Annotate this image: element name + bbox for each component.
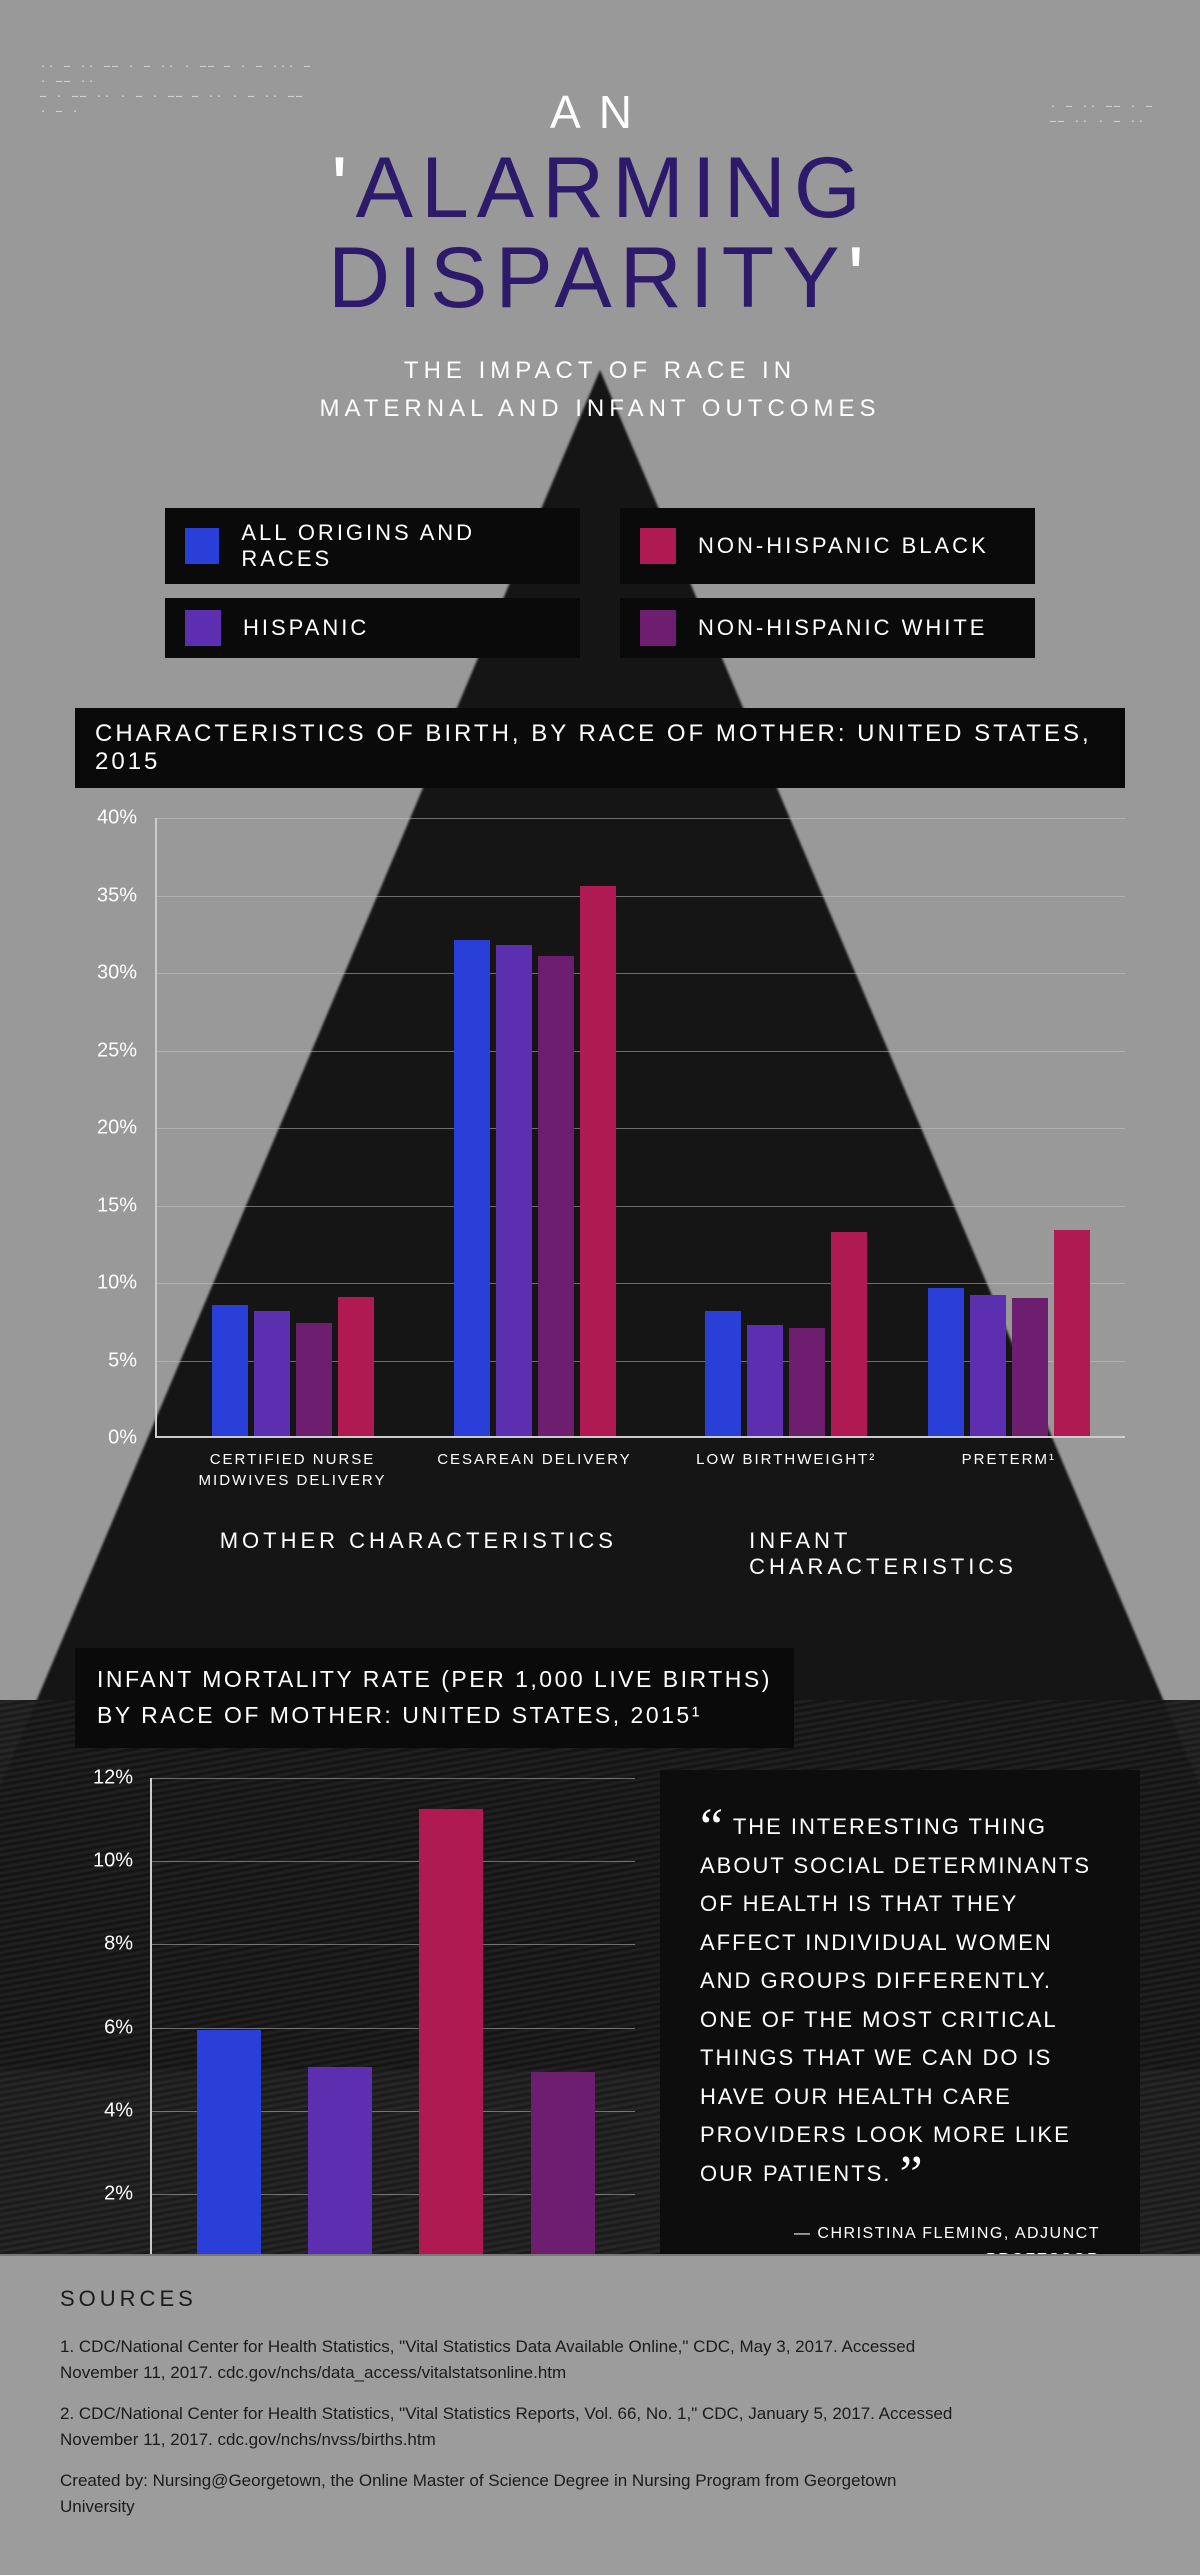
bar [338, 1297, 374, 1437]
legend-label: HISPANIC [243, 615, 369, 641]
y-tick-label: 5% [108, 1349, 137, 1372]
y-tick-label: 2% [104, 2183, 133, 2206]
bar-group [705, 1232, 867, 1437]
bar [831, 1232, 867, 1437]
sources-heading: SOURCES [60, 2286, 1140, 2312]
x-axis-label: CERTIFIED NURSEMIDWIVES DELIVERY [199, 1450, 387, 1491]
quote-open: ' [331, 140, 355, 236]
y-tick-label: 10% [97, 1272, 137, 1295]
bar [254, 1311, 290, 1437]
y-tick-label: 25% [97, 1039, 137, 1062]
header-title: 'ALARMINGDISPARITY' [0, 143, 1200, 324]
bar [705, 1311, 741, 1437]
legend-item: HISPANIC [165, 598, 580, 658]
header: AN 'ALARMINGDISPARITY' THE IMPACT OF RAC… [0, 0, 1200, 428]
legend-label: NON-HISPANIC BLACK [698, 533, 989, 559]
y-tick-label: 15% [97, 1194, 137, 1217]
y-tick-label: 20% [97, 1117, 137, 1140]
bar-group [928, 1230, 1090, 1436]
legend-item: ALL ORIGINS AND RACES [165, 508, 580, 584]
legend-swatch [185, 610, 221, 646]
sources-section: SOURCES 1. CDC/National Center for Healt… [0, 2254, 1200, 2575]
bar [580, 886, 616, 1436]
legend-label: NON-HISPANIC WHITE [698, 615, 987, 641]
chart2-title-line-2: BY RACE OF MOTHER: UNITED STATES, 2015¹ [97, 1702, 702, 1728]
y-tick-label: 8% [104, 1933, 133, 1956]
legend-label: ALL ORIGINS AND RACES [241, 520, 560, 572]
bar [1012, 1298, 1048, 1436]
chart2-title: INFANT MORTALITY RATE (PER 1,000 LIVE BI… [75, 1648, 794, 1747]
x-axis-label: LOW BIRTHWEIGHT² [696, 1450, 876, 1470]
bar-group [454, 886, 616, 1436]
source-line: Created by: Nursing@Georgetown, the Onli… [60, 2468, 960, 2519]
gridline [157, 818, 1125, 819]
y-tick-label: 30% [97, 962, 137, 985]
y-tick-label: 0% [108, 1427, 137, 1450]
quote-close: ' [848, 230, 872, 326]
gridline [157, 896, 1125, 897]
bar [296, 1323, 332, 1436]
y-tick-label: 6% [104, 2016, 133, 2039]
gridline [157, 1051, 1125, 1052]
x-axis-label: CESAREAN DELIVERY [437, 1450, 632, 1470]
y-tick-label: 12% [93, 1766, 133, 1789]
y-tick-label: 35% [97, 884, 137, 907]
sources-list: 1. CDC/National Center for Health Statis… [60, 2334, 1140, 2519]
gridline [157, 1128, 1125, 1129]
bar [212, 1305, 248, 1437]
legend-swatch [640, 528, 676, 564]
bar [538, 956, 574, 1437]
legend-item: NON-HISPANIC BLACK [620, 508, 1035, 584]
bar-group [212, 1297, 374, 1437]
chart1-title: CHARACTERISTICS OF BIRTH, BY RACE OF MOT… [75, 708, 1125, 788]
chart2-plot [150, 1778, 635, 2278]
gridline [157, 973, 1125, 974]
section-label: MOTHER CHARACTERISTICS [220, 1528, 617, 1554]
quote-body: THE INTERESTING THING ABOUT SOCIAL DETER… [700, 1814, 1091, 2186]
bar [970, 1295, 1006, 1436]
bar [789, 1328, 825, 1437]
y-tick-label: 4% [104, 2099, 133, 2122]
source-line: 1. CDC/National Center for Health Statis… [60, 2334, 960, 2385]
source-line: 2. CDC/National Center for Health Statis… [60, 2401, 960, 2452]
quote-text: “ THE INTERESTING THING ABOUT SOCIAL DET… [700, 1808, 1100, 2193]
chart2-title-line-1: INFANT MORTALITY RATE (PER 1,000 LIVE BI… [97, 1666, 772, 1692]
chart-characteristics: CHARACTERISTICS OF BIRTH, BY RACE OF MOT… [75, 708, 1125, 1498]
quote-mark-close: ” [900, 2146, 925, 2203]
gridline [152, 1944, 635, 1945]
bar [308, 2067, 372, 2275]
bar [496, 945, 532, 1436]
bar [1054, 1230, 1090, 1436]
bar [454, 940, 490, 1436]
chart1-y-axis: 0%5%10%15%20%25%30%35%40% [75, 818, 145, 1438]
x-axis-label: PRETERM¹ [962, 1450, 1056, 1470]
y-tick-label: 40% [97, 807, 137, 830]
header-subtitle: THE IMPACT OF RACE IN MATERNAL AND INFANT… [0, 352, 1200, 429]
chart2-y-axis: 0%2%4%6%8%10%12% [75, 1778, 143, 2278]
title-line-1: ALARMING [356, 140, 869, 236]
gridline [157, 1206, 1125, 1207]
bar [747, 1325, 783, 1437]
gridline [152, 1778, 635, 1779]
legend-swatch [640, 610, 676, 646]
section-label: INFANT CHARACTERISTICS [749, 1528, 1017, 1580]
title-line-2: DISPARITY [328, 230, 848, 326]
header-an: AN [0, 85, 1200, 139]
bar [197, 2030, 261, 2276]
chart2-area: 0%2%4%6%8%10%12% [75, 1778, 635, 2318]
legend-swatch [185, 528, 219, 564]
legend: ALL ORIGINS AND RACES NON-HISPANIC BLACK H… [165, 508, 1035, 658]
gridline [152, 1861, 635, 1862]
subtitle-line-2: MATERNAL AND INFANT OUTCOMES [320, 395, 881, 422]
gridline [152, 2028, 635, 2029]
bar [419, 1809, 483, 2276]
subtitle-line-1: THE IMPACT OF RACE IN [404, 357, 796, 384]
chart1-area: 0%5%10%15%20%25%30%35%40% CERTIFIED NURS… [75, 818, 1125, 1498]
y-tick-label: 10% [93, 1849, 133, 1872]
legend-item: NON-HISPANIC WHITE [620, 598, 1035, 658]
chart1-plot: CERTIFIED NURSEMIDWIVES DELIVERYCESAREAN… [155, 818, 1125, 1438]
quote-mark-open: “ [700, 1799, 725, 1856]
bar [928, 1288, 964, 1437]
bar [531, 2072, 595, 2276]
